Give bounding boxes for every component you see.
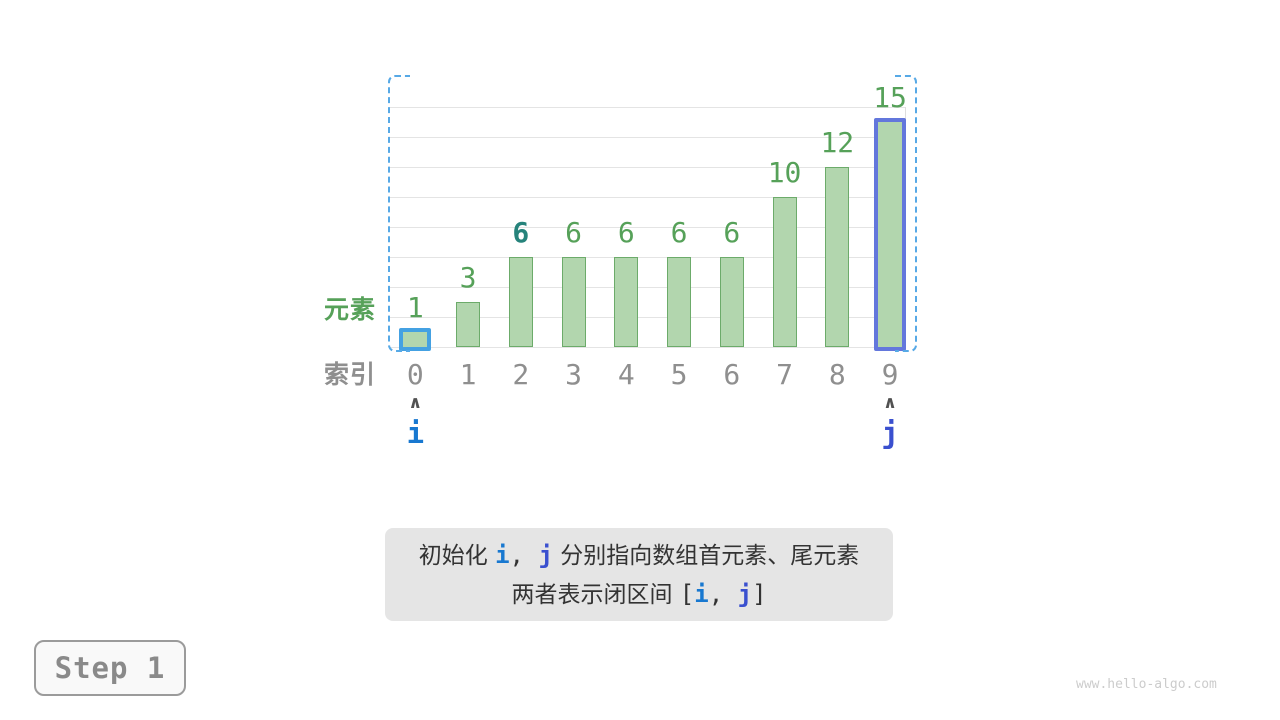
bar xyxy=(614,257,639,347)
bar xyxy=(561,257,586,347)
pointer-label-j: j xyxy=(881,416,899,450)
caption-text: , xyxy=(708,579,738,608)
grid-line xyxy=(390,347,906,348)
index-label: 7 xyxy=(776,358,793,391)
step-badge: Step 1 xyxy=(34,640,186,696)
index-label: 5 xyxy=(670,358,688,391)
pointer-caret: ∧ xyxy=(408,393,423,413)
caption-var-j: j xyxy=(737,579,753,608)
caption-line: 初始化 i, j 分别指向数组首元素、尾元素 xyxy=(419,538,859,573)
bar-value-label: 15 xyxy=(873,81,907,114)
bar xyxy=(772,197,797,347)
grid-line xyxy=(390,287,906,288)
caption-box: 初始化 i, j 分别指向数组首元素、尾元素 两者表示闭区间 [i, j] xyxy=(385,528,893,621)
caption-var-i: i xyxy=(495,540,510,569)
watermark: www.hello-algo.com xyxy=(1076,677,1217,692)
bar-value-label: 6 xyxy=(670,216,688,249)
bar-value-label: 10 xyxy=(767,156,802,189)
bar-value-label: 12 xyxy=(820,126,855,159)
caption-text: 分别指向数组首元素、尾元素 xyxy=(552,542,860,569)
index-label: 0 xyxy=(406,358,424,391)
pointer-caret: ∧ xyxy=(883,393,897,413)
bar-value-label: 6 xyxy=(617,216,635,249)
index-label: 1 xyxy=(459,358,477,391)
grid-line xyxy=(390,197,906,198)
pointer-label-i: i xyxy=(406,416,425,450)
caption-text: , xyxy=(509,540,539,569)
grid-line xyxy=(390,167,906,168)
index-label: 9 xyxy=(881,358,899,391)
bar-highlighted xyxy=(874,118,907,351)
index-label: 8 xyxy=(828,358,846,391)
bar-value-label: 3 xyxy=(459,261,477,294)
bar xyxy=(508,257,533,347)
index-label: 4 xyxy=(617,358,635,391)
index-label: 2 xyxy=(512,358,530,391)
interval-bracket-left xyxy=(388,75,410,352)
bar xyxy=(456,302,481,347)
element-axis-label: 元素 xyxy=(323,295,376,324)
bar xyxy=(719,257,744,347)
grid-line xyxy=(390,257,906,258)
bar-value-label: 6 xyxy=(512,216,530,249)
caption-line: 两者表示闭区间 [i, j] xyxy=(511,577,766,612)
bar xyxy=(825,167,850,347)
interval-bracket-right xyxy=(895,75,917,352)
caption-text: [ xyxy=(679,579,695,608)
caption-text: 两者表示闭区间 xyxy=(511,581,680,608)
grid-line xyxy=(390,107,906,108)
bar-value-label: 6 xyxy=(723,216,741,249)
caption-var-i: i xyxy=(694,579,709,608)
caption-text: ] xyxy=(752,579,767,608)
index-label: 6 xyxy=(723,358,741,391)
caption-var-j: j xyxy=(538,540,553,569)
grid-line xyxy=(390,227,906,228)
caption-text: 初始化 xyxy=(418,542,496,569)
grid-line xyxy=(390,137,906,138)
bar-value-label: 1 xyxy=(406,291,424,324)
grid-line xyxy=(390,317,906,318)
index-label: 3 xyxy=(565,358,582,391)
bar-value-label: 6 xyxy=(565,216,582,249)
index-axis-label: 索引 xyxy=(323,360,376,389)
bar xyxy=(667,257,692,347)
